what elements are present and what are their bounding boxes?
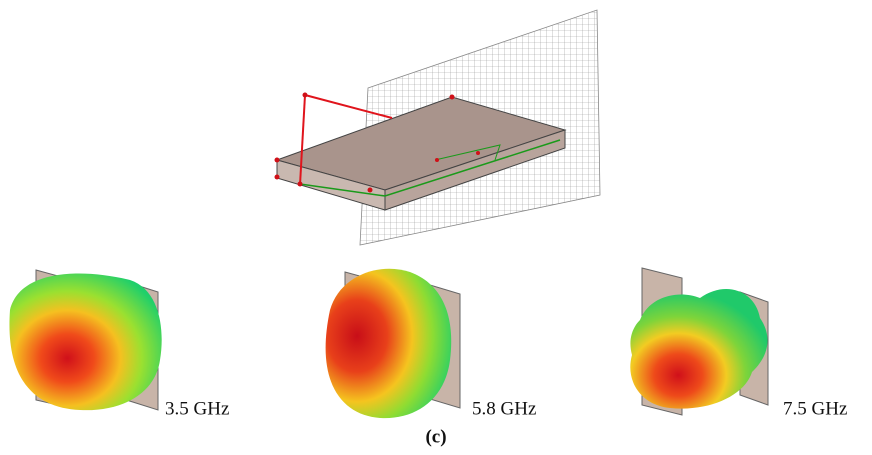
figure-caption: (c) [425, 426, 446, 447]
panel-label: 3.5 GHz [165, 398, 229, 419]
panel-label: 5.8 GHz [472, 398, 536, 419]
pattern-3-5 [9, 269, 162, 411]
antenna-model [274, 9, 601, 246]
pattern-7-5 [630, 267, 769, 416]
panel-label: 7.5 GHz [783, 398, 847, 419]
pattern-5-8 [325, 268, 461, 419]
